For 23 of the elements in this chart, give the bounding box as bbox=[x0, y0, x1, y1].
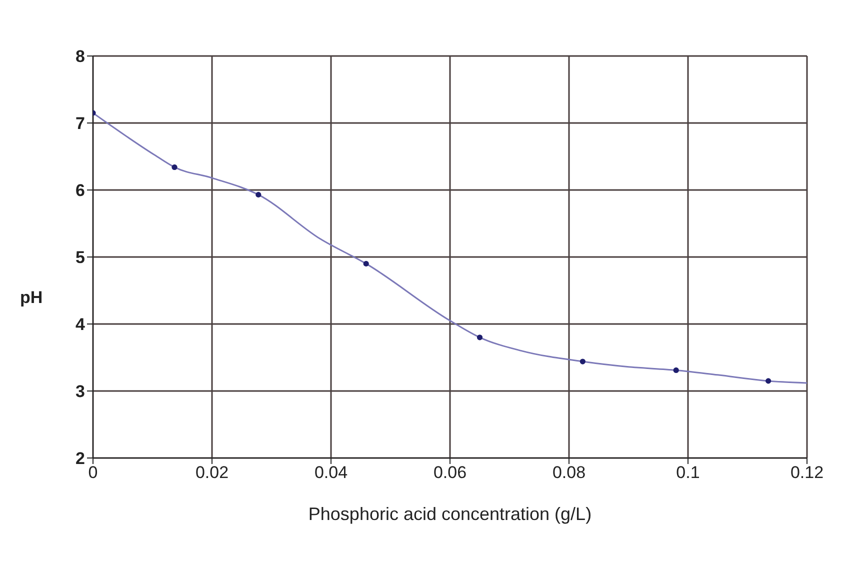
x-tick-label: 0.12 bbox=[790, 463, 824, 482]
y-axis-title: pH bbox=[20, 288, 43, 308]
y-tick-label: 8 bbox=[76, 47, 85, 66]
y-tick-label: 7 bbox=[76, 114, 85, 134]
y-tick-label: 2 bbox=[76, 449, 85, 468]
x-axis-title: Phosphoric acid concentration (g/L) bbox=[308, 504, 592, 524]
y-tick-label: 3 bbox=[76, 382, 85, 402]
y-tick-label: 5 bbox=[76, 248, 85, 268]
x-tick-label: 0.04 bbox=[314, 463, 348, 482]
y-tick-label: 4 bbox=[76, 315, 86, 334]
point bbox=[363, 260, 369, 266]
point bbox=[172, 164, 178, 170]
point bbox=[766, 378, 772, 384]
x-tick-label: 0.06 bbox=[433, 463, 467, 482]
point bbox=[476, 334, 483, 340]
point bbox=[256, 192, 262, 198]
point bbox=[673, 367, 679, 374]
y-tick-label: 6 bbox=[76, 181, 85, 200]
x-tick-label: 0.08 bbox=[552, 463, 586, 482]
point bbox=[580, 358, 586, 364]
x-tick-label: 0.1 bbox=[676, 463, 700, 482]
x-tick-label: 0 bbox=[88, 463, 98, 482]
x-tick-label: 0.02 bbox=[195, 463, 229, 482]
